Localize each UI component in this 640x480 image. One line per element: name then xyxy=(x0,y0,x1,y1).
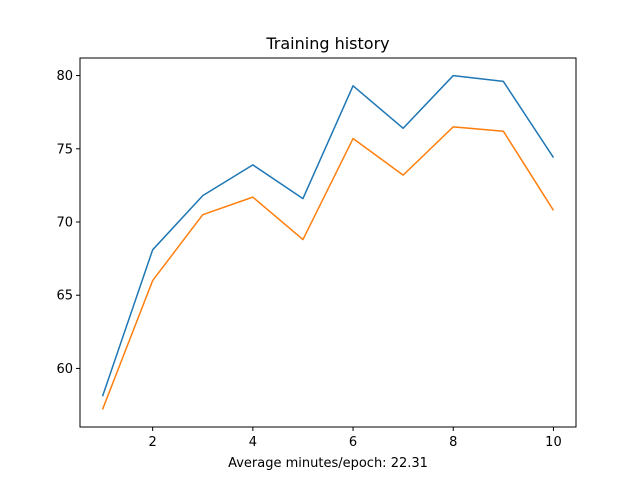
x-tick-label: 2 xyxy=(149,435,157,450)
plot-frame xyxy=(79,57,577,428)
series-line-1 xyxy=(101,74,555,397)
y-tick-label: 75 xyxy=(56,142,73,157)
y-tick-label: 70 xyxy=(56,216,73,231)
y-tick-label: 60 xyxy=(56,362,73,377)
x-tick-label: 4 xyxy=(249,435,257,450)
series-line-2 xyxy=(101,126,555,410)
x-axis-label: Average minutes/epoch: 22.31 xyxy=(228,456,428,471)
x-tick-label: 8 xyxy=(449,435,457,450)
y-tick-label: 80 xyxy=(56,69,73,84)
y-tick-label: 65 xyxy=(56,289,73,304)
x-tick-label: 10 xyxy=(545,435,562,450)
chart-title: Training history xyxy=(265,34,389,53)
plot-layer: 2 4 6 8 10 60 65 70 75 80 xyxy=(56,69,561,450)
x-tick-label: 6 xyxy=(349,435,357,450)
